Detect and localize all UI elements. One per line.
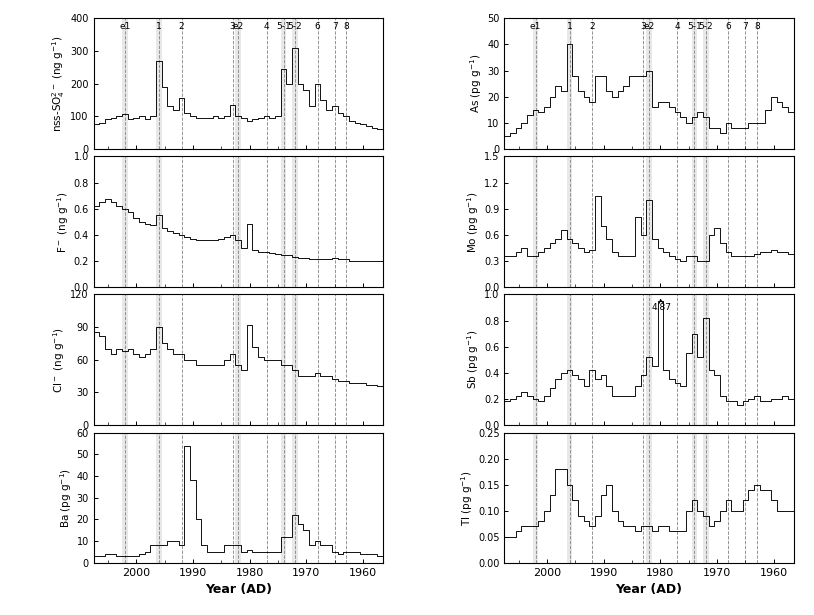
Bar	[703, 156, 708, 287]
Bar	[122, 295, 128, 425]
Y-axis label: Sb (pg g$^{-1}$): Sb (pg g$^{-1}$)	[466, 330, 481, 389]
Bar	[156, 295, 162, 425]
Y-axis label: Tl (pg g$^{-1}$): Tl (pg g$^{-1}$)	[459, 470, 475, 526]
Bar	[156, 156, 162, 287]
Bar	[235, 295, 241, 425]
Bar	[703, 432, 708, 563]
Bar	[281, 18, 287, 149]
Bar	[646, 156, 652, 287]
X-axis label: Year (AD): Year (AD)	[615, 583, 682, 596]
Y-axis label: Mo (pg g$^{-1}$): Mo (pg g$^{-1}$)	[466, 191, 481, 253]
Bar	[692, 156, 698, 287]
Text: 2: 2	[179, 22, 184, 31]
Y-axis label: As (pg g$^{-1}$): As (pg g$^{-1}$)	[469, 54, 484, 113]
Y-axis label: Cl$^-$ (ng g$^{-1}$): Cl$^-$ (ng g$^{-1}$)	[51, 327, 68, 392]
Bar	[292, 156, 298, 287]
Bar	[122, 432, 128, 563]
Bar	[567, 156, 572, 287]
Bar	[292, 18, 298, 149]
Bar	[122, 18, 128, 149]
X-axis label: Year (AD): Year (AD)	[205, 583, 272, 596]
Bar	[703, 295, 708, 425]
Bar	[281, 156, 287, 287]
Text: 5-1: 5-1	[687, 22, 702, 31]
Bar	[532, 18, 538, 149]
Bar	[646, 295, 652, 425]
Bar	[567, 432, 572, 563]
Bar	[703, 18, 708, 149]
Bar	[532, 432, 538, 563]
Text: 3: 3	[230, 22, 235, 31]
Text: 6: 6	[315, 22, 321, 31]
Bar	[692, 295, 698, 425]
Y-axis label: Ba (pg g$^{-1}$): Ba (pg g$^{-1}$)	[58, 467, 73, 528]
Text: 8: 8	[344, 22, 349, 31]
Text: 7: 7	[742, 22, 748, 31]
Bar	[646, 432, 652, 563]
Text: 7: 7	[332, 22, 338, 31]
Bar	[122, 156, 128, 287]
Text: 3: 3	[641, 22, 646, 31]
Bar	[156, 432, 162, 563]
Bar	[532, 295, 538, 425]
Bar	[281, 432, 287, 563]
Text: 5-1: 5-1	[276, 22, 291, 31]
Text: 5-2: 5-2	[698, 22, 713, 31]
Bar	[532, 156, 538, 287]
Text: e2: e2	[643, 22, 654, 31]
Bar	[567, 18, 572, 149]
Bar	[281, 295, 287, 425]
Bar	[292, 295, 298, 425]
Text: e1: e1	[119, 22, 130, 31]
Bar	[567, 295, 572, 425]
Text: 1: 1	[567, 22, 572, 31]
Bar	[235, 18, 241, 149]
Text: 4: 4	[675, 22, 681, 31]
Y-axis label: nss-SO$_4^{2-}$ (ng g$^{-1}$): nss-SO$_4^{2-}$ (ng g$^{-1}$)	[50, 35, 68, 132]
Text: e1: e1	[530, 22, 541, 31]
Text: 4.87: 4.87	[652, 300, 672, 312]
Y-axis label: F$^-$ (ng g$^{-1}$): F$^-$ (ng g$^{-1}$)	[55, 191, 71, 253]
Text: 5-2: 5-2	[287, 22, 302, 31]
Bar	[692, 18, 698, 149]
Text: 4: 4	[264, 22, 269, 31]
Bar	[235, 432, 241, 563]
Text: 1: 1	[156, 22, 162, 31]
Bar	[156, 18, 162, 149]
Text: e2: e2	[233, 22, 244, 31]
Bar	[692, 432, 698, 563]
Bar	[235, 156, 241, 287]
Bar	[292, 432, 298, 563]
Text: 2: 2	[589, 22, 595, 31]
Text: 6: 6	[725, 22, 731, 31]
Bar	[646, 18, 652, 149]
Text: 8: 8	[754, 22, 759, 31]
